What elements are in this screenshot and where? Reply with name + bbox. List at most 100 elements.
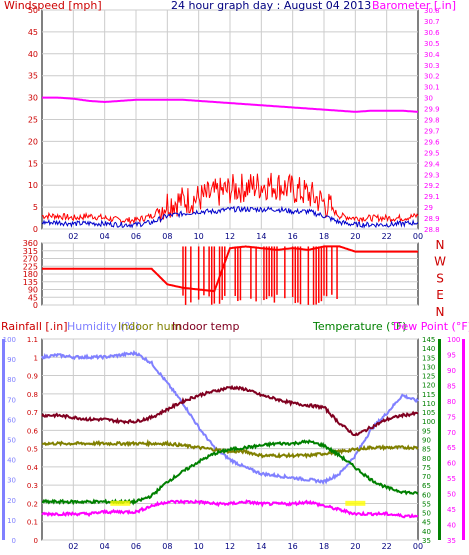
- dir-series: [42, 245, 418, 305]
- temperature-tick-label: 65: [422, 482, 431, 490]
- barometer-tick-label: 30: [424, 95, 433, 103]
- barometer-tick-label: 30.2: [424, 73, 440, 81]
- rainfall-tick-label: 0.2: [27, 500, 38, 508]
- dewpoint-tick-label: 60: [447, 460, 456, 468]
- temperature-tick-label: 60: [422, 491, 431, 499]
- windspeed-tick-label: 35: [28, 72, 38, 81]
- bottom-x-tick-label: 00: [413, 542, 423, 551]
- barometer-tick-label: 29.7: [424, 127, 440, 135]
- bottom-left-ticks: 0 10 20 30 40 50 60 70 80 90 100 0 0.1 0.2 0.3 0.4 0.5 0.…: [3, 336, 39, 545]
- direction-tick-label: 90: [28, 286, 38, 295]
- compass-label: E: [436, 288, 444, 302]
- temperature-tick-label: 140: [422, 345, 435, 353]
- temperature-tick-label: 40: [422, 528, 431, 536]
- temperature-tick-label: 80: [422, 455, 431, 463]
- barometer-tick-label: 30.1: [424, 84, 440, 92]
- top-grid: [42, 9, 418, 230]
- bottom-x-tick-label: 02: [68, 542, 78, 551]
- barometer-tick-label: 29.6: [424, 138, 440, 146]
- temperature-tick-label: 55: [422, 500, 431, 508]
- top-x-tick-label: 16: [288, 232, 298, 241]
- barometer-tick-label: 28.8: [424, 226, 440, 234]
- barometer-tick-label: 29.1: [424, 193, 440, 201]
- barometer-tick-label: 29.8: [424, 117, 440, 125]
- humidity-tick-label: 70: [7, 396, 16, 404]
- windspeed-tick-label: 20: [28, 137, 38, 146]
- temperature-tick-label: 90: [422, 437, 431, 445]
- barometer-ticks: 28.8 28.9 29 29.1 29.2 29.3 29.4 29.5 29.6 29.7 29…: [424, 7, 440, 234]
- dewpoint-tick-label: 45: [447, 506, 456, 514]
- dewpoint-tick-label: 75: [447, 413, 456, 421]
- dewpoint-tick-label: 85: [447, 382, 456, 390]
- temperature-tick-label: 130: [422, 363, 435, 371]
- top-x-tick-label: 08: [162, 232, 172, 241]
- dewpoint-tick-label: 100: [447, 336, 460, 344]
- humidity-axis-bar: [2, 339, 5, 540]
- humidity-tick-label: 40: [7, 457, 16, 465]
- humidity-tick-label: 20: [7, 497, 16, 505]
- bottom-x-tick-label: 12: [225, 542, 235, 551]
- dewpoint-tick-label: 80: [447, 398, 456, 406]
- rainfall-tick-label: 0.8: [27, 391, 38, 399]
- top-x-tick-label: 06: [131, 232, 141, 241]
- windspeed-label: Windspeed [mph]: [4, 0, 102, 12]
- barometer-tick-label: 30.4: [424, 51, 440, 59]
- top-x-tick-label: 02: [68, 232, 78, 241]
- direction-tick-label: 225: [23, 262, 38, 271]
- temperature-tick-label: 70: [422, 473, 431, 481]
- top-x-tick-label: 10: [194, 232, 204, 241]
- barometer-tick-label: 29.5: [424, 149, 440, 157]
- top-x-tick-label: 20: [350, 232, 360, 241]
- direction-tick-label: 360: [23, 239, 38, 248]
- bottom-x-tick-label: 14: [256, 542, 266, 551]
- top-x-tick-label: 18: [319, 232, 329, 241]
- rainfall-tick-label: 0.7: [27, 409, 38, 417]
- barometer-tick-label: 30.3: [424, 62, 440, 70]
- rainfall-tick-label: 0.5: [27, 446, 38, 454]
- direction-tick-label: 135: [23, 278, 38, 287]
- series-line: [41, 172, 419, 226]
- direction-tick-label: 0: [33, 301, 38, 310]
- windspeed-tick-label: 30: [28, 94, 38, 103]
- barometer-tick-label: 29.3: [424, 171, 440, 179]
- temperature-tick-label: 105: [422, 409, 435, 417]
- rain-marker: [110, 500, 131, 506]
- rainfall-label: Rainfall [.in]: [1, 320, 68, 333]
- dewpoint-tick-label: 35: [447, 537, 456, 545]
- temperature-axis-bar: [438, 339, 441, 540]
- series-line: [41, 384, 419, 437]
- temperature-tick-label: 145: [422, 336, 435, 344]
- direction-tick-label: 180: [23, 270, 38, 279]
- rain-marker: [345, 500, 366, 506]
- windspeed-tick-label: 15: [28, 159, 38, 168]
- windspeed-tick-label: 25: [28, 116, 38, 125]
- humidity-tick-label: 100: [3, 336, 16, 344]
- bottom-x-tick-label: 20: [350, 542, 360, 551]
- humidity-tick-label: 90: [7, 356, 16, 364]
- humidity-tick-label: 60: [7, 416, 16, 424]
- temperature-tick-label: 135: [422, 354, 435, 362]
- dewpoint-label: Dew Point (°F): [393, 320, 469, 333]
- dewpoint-tick-label: 95: [447, 351, 456, 359]
- compass-label: W: [434, 255, 446, 269]
- top-x-tick-label: 14: [256, 232, 266, 241]
- bottom-x-tick-label: 18: [319, 542, 329, 551]
- series-line: [41, 499, 419, 519]
- dewpoint-axis-bar: [462, 339, 465, 540]
- rainfall-tick-label: 0.4: [27, 464, 39, 472]
- dewpoint-tick-label: 65: [447, 444, 456, 452]
- temperature-tick-label: 115: [422, 391, 435, 399]
- humidity-tick-label: 0: [12, 537, 16, 545]
- temperature-tick-label: 110: [422, 400, 435, 408]
- temperature-tick-label: 125: [422, 373, 435, 381]
- top-x-tick-label: 04: [100, 232, 110, 241]
- rainfall-tick-label: 0: [34, 537, 38, 545]
- windspeed-tick-label: 0: [33, 225, 38, 234]
- dewpoint-tick-label: 90: [447, 367, 456, 375]
- dewpoint-tick-label: 40: [447, 522, 456, 530]
- rainfall-tick-label: 0.1: [27, 519, 38, 527]
- bottom-right-ticks: 3540455055606570758085909510010511011512…: [422, 336, 460, 545]
- top-x-tick-label: 12: [225, 232, 235, 241]
- humidity-tick-label: 30: [7, 477, 16, 485]
